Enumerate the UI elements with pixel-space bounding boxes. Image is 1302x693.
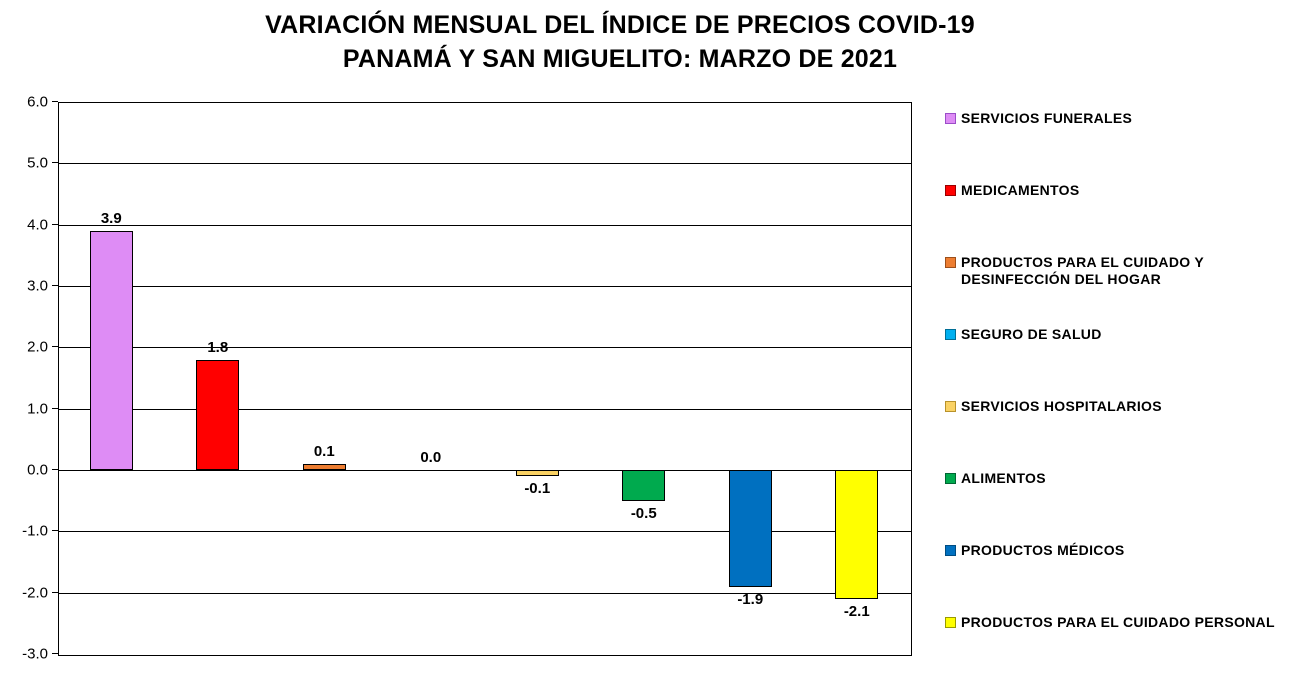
y-tick-mark: [52, 162, 58, 164]
legend-key-swatch: [945, 473, 956, 484]
legend-item-label: PRODUCTOS PARA EL CUIDADO PERSONAL: [961, 614, 1275, 630]
y-tick-mark: [52, 653, 58, 654]
legend-item-label: ALIMENTOS: [961, 470, 1046, 486]
y-tick-mark: [52, 285, 58, 286]
bar-productos-para-el-cuidado-y-desinfecci-n-del-hogar: [302, 463, 346, 470]
gridline: [59, 531, 911, 533]
legend-item-medicamentos: MEDICAMENTOS: [945, 182, 1300, 199]
legend-item-productos-para-el-cuidado-personal: PRODUCTOS PARA EL CUIDADO PERSONAL: [945, 614, 1300, 631]
bar-value-label: 3.9: [100, 209, 122, 227]
chart-title: VARIACIÓN MENSUAL DEL ÍNDICE DE PRECIOS …: [0, 8, 1240, 76]
y-axis-tick-label: 5.0: [27, 154, 48, 172]
y-tick-mark: [52, 101, 58, 102]
y-tick-mark: [52, 530, 58, 532]
bar-servicios-funerales: [89, 230, 133, 470]
y-tick-mark: [52, 346, 58, 348]
bar-servicios-hospitalarios: [515, 470, 559, 477]
bar-value-label: 1.8: [207, 338, 229, 356]
y-tick-mark: [52, 469, 58, 470]
bar-productos-para-el-cuidado-personal: [835, 470, 879, 599]
legend-item-label: SERVICIOS FUNERALES: [961, 110, 1133, 126]
legend-item-label: MEDICAMENTOS: [961, 182, 1080, 198]
chart-title-line1: VARIACIÓN MENSUAL DEL ÍNDICE DE PRECIOS …: [265, 11, 975, 39]
legend-item-servicios-hospitalarios: SERVICIOS HOSPITALARIOS: [945, 398, 1300, 415]
y-axis-tick-label: -1.0: [22, 522, 48, 540]
legend-key-swatch: [945, 113, 956, 124]
gridline: [59, 347, 911, 349]
legend-item-label: SERVICIOS HOSPITALARIOS: [961, 398, 1162, 414]
legend-item-label: SEGURO DE SALUD: [961, 326, 1102, 342]
gridline: [59, 163, 911, 165]
y-axis-tick-label: 2.0: [27, 338, 48, 356]
bar-alimentos: [622, 470, 666, 501]
legend-item-productos-m-dicos: PRODUCTOS MÉDICOS: [945, 542, 1300, 559]
legend-key-swatch: [945, 185, 956, 196]
legend-item-label: PRODUCTOS PARA EL CUIDADO Y DESINFECCIÓN…: [961, 254, 1204, 287]
y-axis-tick-label: 4.0: [27, 216, 48, 234]
gridline: [59, 408, 911, 410]
bar-medicamentos: [196, 359, 240, 470]
y-axis-tick-label: 1.0: [27, 400, 48, 418]
y-axis-tick-label: -2.0: [22, 584, 48, 602]
plot-area: [58, 102, 912, 656]
legend-key-swatch: [945, 545, 956, 556]
bar-value-label: -1.9: [737, 590, 764, 608]
bar-value-label: -0.5: [630, 504, 657, 522]
bar-value-label: 0.0: [420, 449, 442, 466]
legend: SERVICIOS FUNERALES MEDICAMENTOS PRODUCTOS…: [945, 0, 1300, 693]
gridline: [59, 286, 911, 287]
legend-item-seguro-de-salud: SEGURO DE SALUD: [945, 326, 1300, 343]
y-tick-mark: [52, 591, 58, 593]
gridline: [59, 592, 911, 594]
y-axis-tick-label: 6.0: [27, 93, 48, 111]
y-axis-tick-label: 0.0: [27, 461, 48, 479]
bar-value-label: 0.1: [313, 442, 335, 460]
legend-item-servicios-funerales: SERVICIOS FUNERALES: [945, 110, 1300, 127]
bar-productos-m-dicos: [728, 470, 772, 587]
y-tick-mark: [52, 407, 58, 409]
y-axis-tick-label: -3.0: [22, 645, 48, 663]
chart-title-line2: PANAMÁ Y SAN MIGUELITO: MARZO DE 2021: [342, 45, 898, 73]
bar-value-label: -0.1: [524, 480, 551, 498]
legend-key-swatch: [945, 401, 956, 412]
legend-item-label: PRODUCTOS MÉDICOS: [961, 542, 1125, 558]
legend-key-swatch: [945, 257, 956, 268]
y-axis-tick-label: 3.0: [27, 277, 48, 295]
legend-item-productos-para-el-cuidado-y-desinfecci-n-del-hogar: PRODUCTOS PARA EL CUIDADO Y DESINFECCIÓN…: [945, 254, 1300, 288]
gridline: [59, 224, 911, 226]
legend-item-alimentos: ALIMENTOS: [945, 470, 1300, 487]
y-tick-mark: [52, 223, 58, 225]
legend-key-swatch: [945, 617, 956, 628]
bar-value-label: -2.1: [843, 602, 870, 620]
zero-gridline: [59, 470, 911, 471]
legend-key-swatch: [945, 329, 956, 340]
